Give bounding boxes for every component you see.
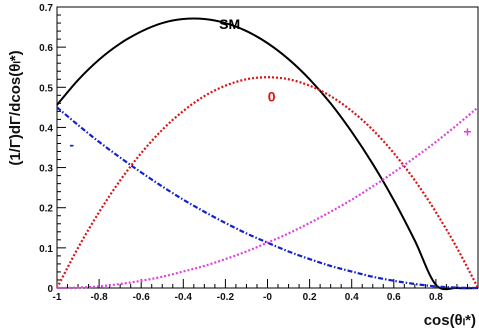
- x-tick-label: 0.2: [303, 292, 317, 303]
- curves: [56, 17, 479, 291]
- x-tick-label: -0.2: [217, 292, 235, 303]
- x-tick-label: 0.4: [345, 292, 359, 303]
- curve-label: -: [69, 137, 74, 153]
- x-tick-label: -0.6: [133, 292, 151, 303]
- curve-label: +: [463, 123, 471, 139]
- y-tick-label: 0.1: [39, 244, 53, 255]
- x-tick-label: -1: [53, 292, 62, 303]
- curve-label: 0: [268, 88, 276, 104]
- y-axis-title: (1/Γ)dΓ/dcos(θₗ*): [7, 50, 24, 165]
- curve-zero: [56, 76, 479, 289]
- y-tick-label: 0: [47, 284, 53, 295]
- x-tick-label: -0: [263, 292, 272, 303]
- curve-plus: [56, 106, 479, 290]
- y-tick-label: 0.3: [39, 164, 53, 175]
- x-tick-label: -0.8: [90, 292, 108, 303]
- curve-sm: [56, 17, 479, 291]
- x-tick-label: 0.8: [429, 292, 443, 303]
- y-tick-label: 0.4: [39, 123, 53, 134]
- x-tick-label: 0.6: [387, 292, 401, 303]
- curve-label: SM: [219, 16, 240, 32]
- plot-frame: [56, 6, 479, 289]
- y-tick-label: 0.5: [39, 83, 53, 94]
- x-axis-ticks: -1 -0.8 -0.6 -0.4 -0.2 -0 0.2 0.4 0.6 0.8: [53, 279, 468, 303]
- x-axis-title: cos(θₗ*): [424, 312, 476, 329]
- y-axis-ticks: 0 0.1 0.2 0.3 0.4 0.5 0.6 0.7: [39, 3, 66, 295]
- x-tick-label: -0.4: [175, 292, 193, 303]
- y-tick-label: 0.6: [39, 43, 53, 54]
- curve-minus: [56, 106, 479, 290]
- y-tick-label: 0.2: [39, 204, 53, 215]
- y-tick-label: 0.7: [39, 3, 53, 14]
- curve-labels: SM 0 - +: [69, 16, 471, 152]
